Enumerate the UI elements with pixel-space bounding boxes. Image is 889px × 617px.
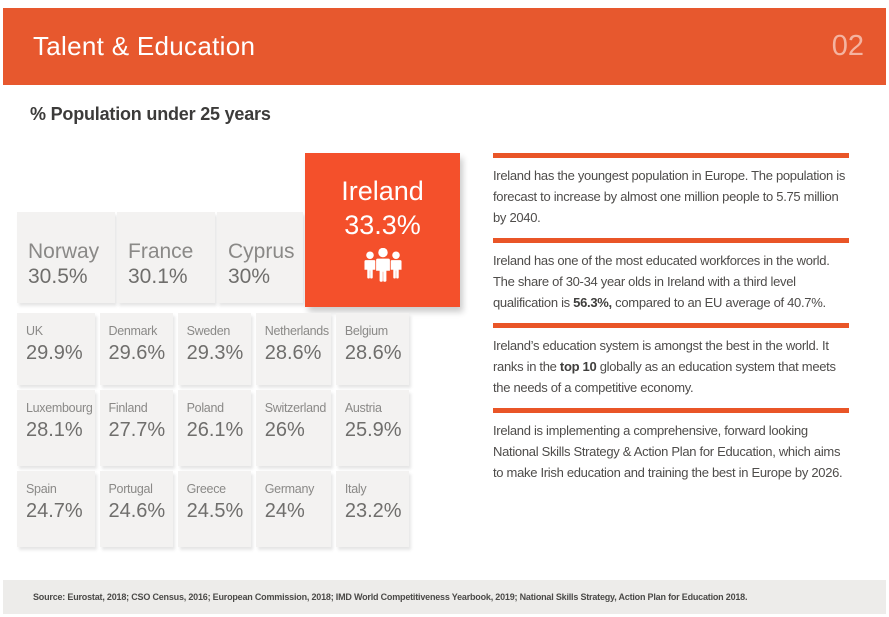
country-value: 28.6% [264,342,322,364]
population-tile-chart: Norway 30.5% France 30.1% Cyprus 30% Ireland … [17,153,460,547]
country-name: Portugal [108,482,153,496]
country-tile-switzerland: Switzerland 26% [255,390,331,466]
country-name: Italy [344,482,367,496]
country-value: 25.9% [344,419,402,441]
country-name: Sweden [186,324,231,338]
country-name: UK [26,324,43,338]
fact-segment: compared to an EU average of 40.7%. [611,295,826,310]
footer-bar: Source: Eurostat, 2018; CSO Census, 2016… [3,580,886,614]
country-name: Cyprus [228,239,295,263]
country-name: France [128,239,194,263]
country-value: 29.9% [26,342,83,364]
country-tile-spain: Spain 24.7% [17,471,95,547]
country-tile-france: France 30.1% [117,212,215,303]
country-tile-denmark: Denmark 29.6% [99,313,173,385]
country-name: Netherlands [264,324,329,338]
country-value: 27.7% [108,419,166,441]
country-name: Austria [344,401,382,415]
country-name: Finland [108,401,148,415]
fact-segment: Ireland has one of the most educated wor… [493,253,830,310]
country-value: 30.5% [28,265,88,289]
country-tile-cyprus: Cyprus 30% [217,212,303,303]
country-value: 29.3% [186,342,244,364]
country-value: 30% [228,265,271,289]
country-value: 24.5% [186,500,244,522]
country-tile-ireland: Ireland 33.3% [305,153,460,307]
country-name: Belgium [344,324,388,338]
fact-text: Ireland has the youngest population in E… [493,165,849,228]
country-tile-greece: Greece 24.5% [177,471,251,547]
fact-block-2: Ireland has one of the most educated wor… [493,238,849,313]
fact-highlight: top 10 [559,359,597,374]
country-tile-netherlands: Netherlands 28.6% [255,313,331,385]
country-tile-poland: Poland 26.1% [177,390,251,466]
country-tile-belgium: Belgium 28.6% [335,313,409,385]
country-tile-austria: Austria 25.9% [335,390,409,466]
fact-block-4: Ireland is implementing a comprehensive,… [493,408,849,483]
country-value: 24% [264,500,305,522]
chart-title: % Population under 25 years [30,104,271,124]
source-text: Source: Eurostat, 2018; CSO Census, 2016… [33,592,748,602]
tile-grid: UK 29.9% Denmark 29.6% Sweden 29.3% Netherland… [17,313,409,547]
country-value: 24.7% [26,500,83,522]
country-name: Poland [186,401,224,415]
country-name: Greece [186,482,227,496]
country-name: Luxembourg [26,401,93,415]
fact-segment: globally as an education system that mee… [493,359,836,395]
country-tile-uk: UK 29.9% [17,313,95,385]
people-group-icon [363,246,402,283]
country-tile-finland: Finland 27.7% [99,390,173,466]
country-name: Norway [28,239,100,263]
page-title: Talent & Education [33,31,256,61]
country-tile-norway: Norway 30.5% [17,212,115,303]
country-value: 26% [264,419,305,441]
fact-text: Ireland’s education system is amongst th… [493,335,849,398]
country-value: 24.6% [108,500,166,522]
fact-text: Ireland has one of the most educated wor… [493,250,849,313]
fact-block-1: Ireland has the youngest population in E… [493,153,849,228]
country-tile-italy: Italy 23.2% [335,471,409,547]
country-value: 28.6% [344,342,402,364]
fact-text: Ireland is implementing a comprehensive,… [493,420,849,483]
country-name: Germany [264,482,315,496]
facts-column: Ireland has the youngest population in E… [493,153,849,493]
country-name: Spain [26,482,57,496]
country-value: 30.1% [128,265,188,289]
country-name: Switzerland [264,401,327,415]
country-name: Denmark [108,324,158,338]
country-value: 29.6% [108,342,166,364]
fact-block-3: Ireland’s education system is amongst th… [493,323,849,398]
country-value: 28.1% [26,419,83,441]
fact-segment: Ireland has the youngest population in E… [493,168,846,225]
country-tile-luxembourg: Luxembourg 28.1% [17,390,95,466]
country-value: 26.1% [186,419,244,441]
header-bar: Talent & Education 02 [3,8,886,85]
fact-segment: Ireland is implementing a comprehensive,… [493,423,843,480]
page-number: 02 [831,30,864,62]
fact-highlight: 56.3%, [573,295,612,310]
country-tile-portugal: Portugal 24.6% [99,471,173,547]
fact-segment: Ireland’s education system is amongst th… [493,338,829,374]
country-tile-sweden: Sweden 29.3% [177,313,251,385]
country-tile-germany: Germany 24% [255,471,331,547]
country-value: 23.2% [344,500,402,522]
country-name: Ireland [341,176,424,206]
country-value: 33.3% [344,209,421,240]
